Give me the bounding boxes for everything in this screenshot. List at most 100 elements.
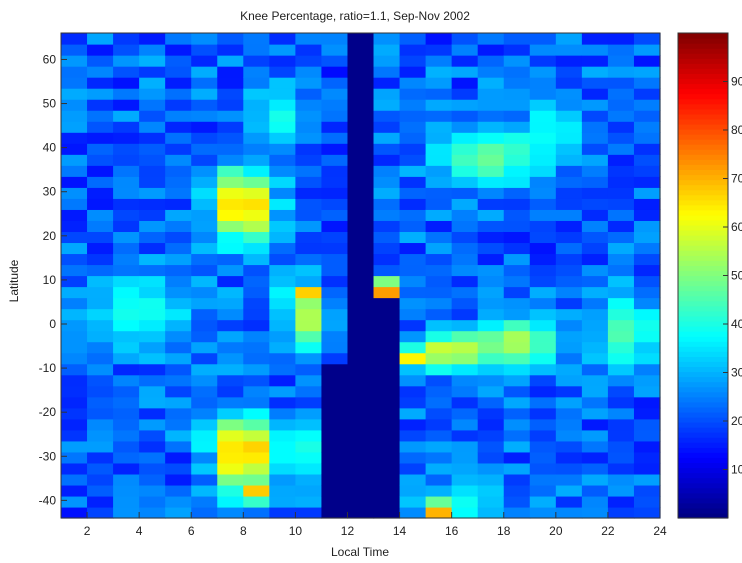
heatmap-cell (373, 286, 401, 299)
x-tick-label: 12 (341, 524, 355, 538)
colorbar-segment (678, 472, 728, 479)
heatmap-cell (165, 429, 192, 442)
heatmap-cell (347, 352, 375, 365)
colorbar-segment (678, 406, 728, 413)
heatmap-cell (295, 132, 323, 144)
heatmap-cell (347, 220, 375, 233)
heatmap-cell (295, 165, 323, 177)
heatmap-cell (425, 495, 453, 508)
heatmap-cell (529, 330, 557, 343)
heatmap-cell (529, 286, 557, 299)
colorbar-segment (678, 507, 728, 514)
heatmap-cell (581, 143, 609, 155)
heatmap-cell (633, 77, 661, 89)
heatmap-cell (87, 66, 114, 78)
heatmap-cell (113, 275, 140, 288)
heatmap-cell (607, 319, 635, 332)
heatmap-cell (217, 231, 244, 244)
heatmap-cell (139, 176, 166, 188)
heatmap-cell (477, 33, 505, 45)
heatmap-cell (607, 143, 635, 155)
heatmap-cell (191, 473, 218, 486)
heatmap-cell (581, 44, 609, 56)
heatmap-cell (295, 198, 323, 210)
heatmap-cell (139, 143, 166, 155)
heatmap-cell (113, 132, 140, 144)
heatmap-cell (165, 121, 192, 133)
heatmap-cell (87, 275, 114, 288)
heatmap-cell (87, 462, 114, 475)
heatmap-cell (477, 209, 505, 221)
heatmap-cell (451, 77, 479, 89)
heatmap-cell (633, 473, 661, 486)
heatmap-cell (581, 330, 609, 343)
heatmap-cell (243, 154, 270, 166)
heatmap-cell (399, 385, 427, 398)
heatmap-cell (295, 231, 323, 244)
heatmap-cell (633, 440, 661, 453)
heatmap-cell (243, 143, 270, 155)
heatmap-cell (61, 143, 88, 155)
heatmap-cell (165, 110, 192, 122)
heatmap-cell (451, 55, 479, 67)
heatmap-cell (529, 429, 557, 442)
heatmap-cell (607, 99, 635, 111)
heatmap-cell (581, 440, 609, 453)
heatmap-cell (633, 341, 661, 354)
heatmap-cell (451, 352, 479, 365)
heatmap-cell (373, 341, 401, 354)
heatmap-cell (347, 319, 375, 332)
heatmap-cell (217, 407, 244, 420)
heatmap-cell (61, 99, 88, 111)
heatmap-cell (581, 176, 609, 188)
heatmap-cell (295, 286, 323, 299)
heatmap-cell (217, 286, 244, 299)
heatmap-cell (503, 99, 531, 111)
heatmap-cell (139, 451, 166, 464)
heatmap-cell (451, 154, 479, 166)
heatmap-cell (113, 462, 140, 475)
colorbar-segment (678, 83, 728, 90)
heatmap-cell (451, 385, 479, 398)
colorbar-segment (678, 78, 728, 85)
heatmap-cell (217, 363, 244, 376)
heatmap-cell (217, 253, 244, 266)
heatmap-cell (503, 143, 531, 155)
heatmap-cell (295, 143, 323, 155)
heatmap-cell (581, 198, 609, 210)
heatmap-cell (295, 176, 323, 188)
heatmap-cell (399, 506, 427, 519)
heatmap-cell (529, 473, 557, 486)
heatmap-cell (191, 99, 218, 111)
heatmap-cell (347, 484, 375, 497)
heatmap-cell (581, 253, 609, 266)
colorbar-segment (678, 310, 728, 317)
heatmap-cell (607, 385, 635, 398)
heatmap-cell (607, 110, 635, 122)
colorbar-segment (678, 482, 728, 489)
colorbar-segment (678, 123, 728, 130)
heatmap-cell (295, 495, 323, 508)
heatmap-cell (347, 473, 375, 486)
heatmap-cell (139, 429, 166, 442)
heatmap-cell (61, 55, 88, 67)
heatmap-cell (217, 275, 244, 288)
heatmap-cell (165, 55, 192, 67)
colorbar-segment (678, 396, 728, 403)
heatmap-cell (633, 418, 661, 431)
heatmap-cell (555, 506, 583, 519)
heatmap-cell (425, 209, 453, 221)
heatmap-cell (139, 374, 166, 387)
heatmap-cell (633, 286, 661, 299)
heatmap-cell (243, 308, 270, 321)
heatmap-cell (269, 253, 296, 266)
heatmap-cell (165, 385, 192, 398)
heatmap-cell (217, 209, 244, 221)
heatmap-cell (425, 308, 453, 321)
heatmap-cell (191, 495, 218, 508)
heatmap-cell (373, 209, 401, 221)
heatmap-cell (139, 99, 166, 111)
heatmap-cell (321, 451, 349, 464)
heatmap-cell (581, 308, 609, 321)
heatmap-cell (165, 132, 192, 144)
